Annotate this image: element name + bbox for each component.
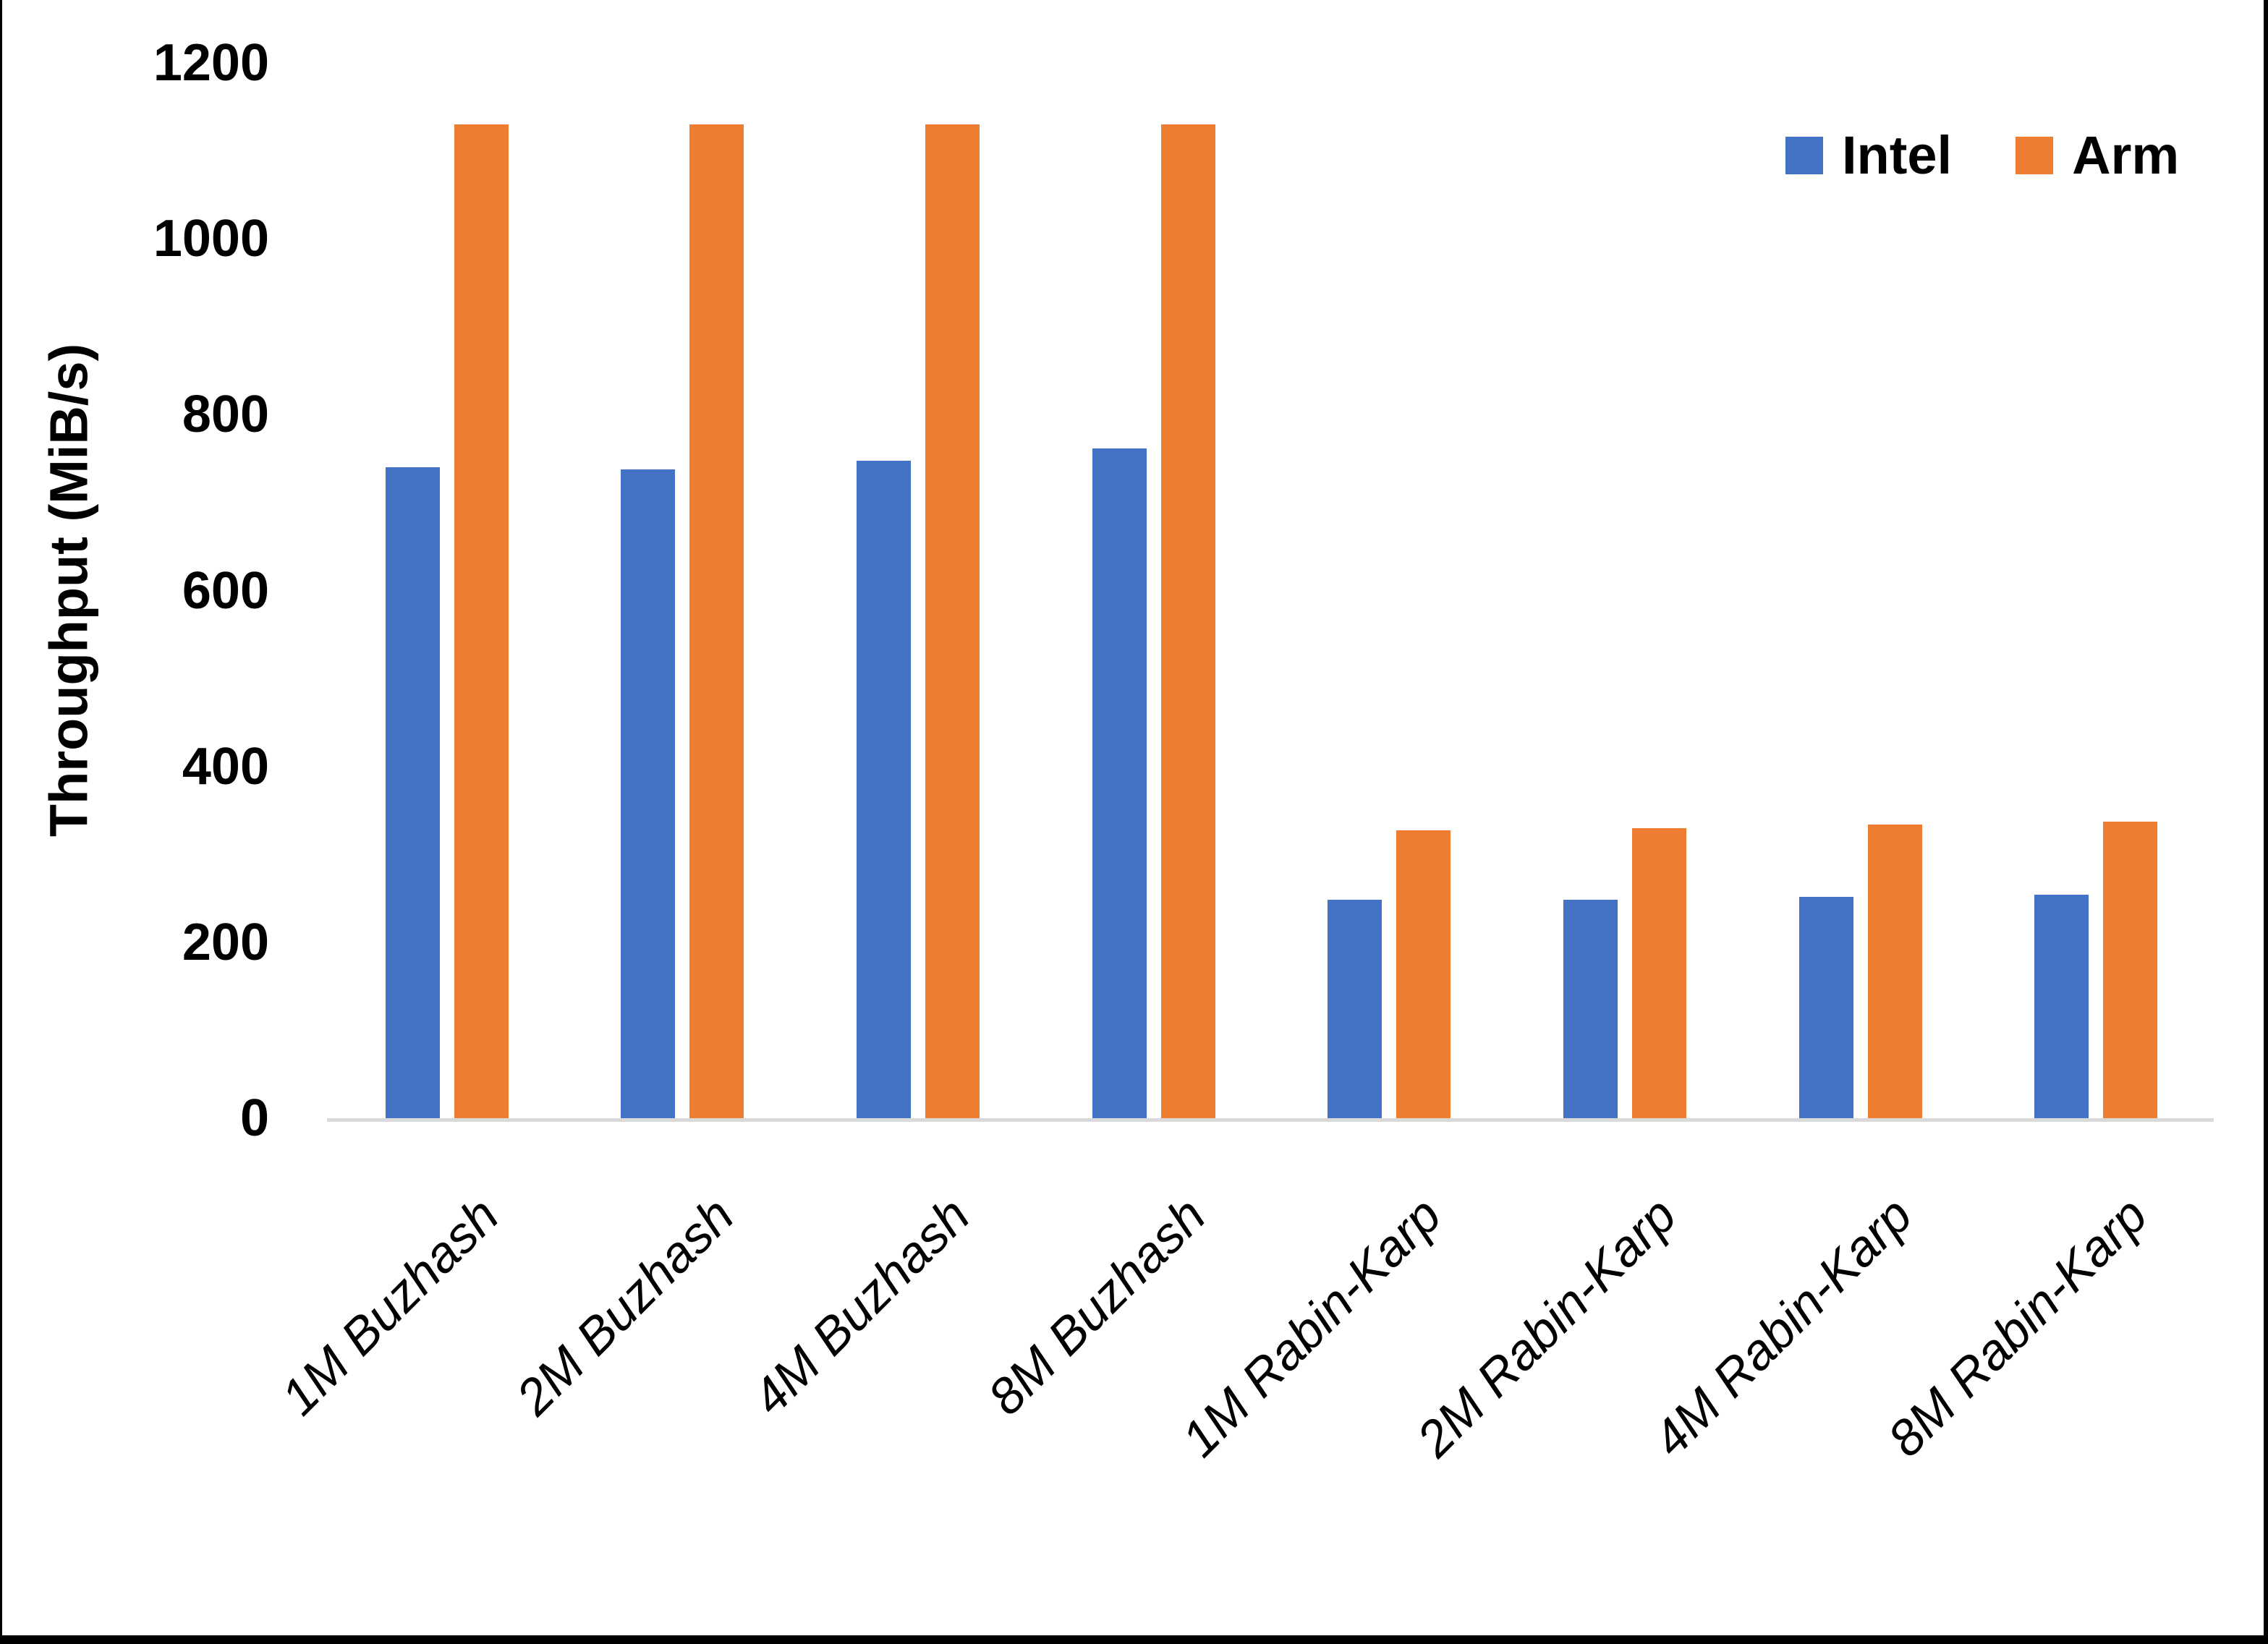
legend: Intel Arm <box>1785 129 2179 182</box>
bar-intel-1m-rabin-karp <box>1328 900 1383 1118</box>
legend-swatch-arm <box>2016 137 2054 174</box>
bottom-border <box>0 1635 2268 1644</box>
bar-arm-1m-buzhash <box>454 124 509 1118</box>
legend-item-intel: Intel <box>1785 129 1952 182</box>
y-tick-label-1200: 1200 <box>153 34 269 92</box>
x-category-label-8m-buzhash: 8M Buzhash <box>977 1186 1216 1426</box>
bar-arm-4m-rabin-karp <box>1867 824 1922 1118</box>
bar-arm-4m-buzhash <box>925 124 980 1118</box>
x-category-label-2m-buzhash: 2M Buzhash <box>506 1186 745 1426</box>
bar-arm-8m-rabin-karp <box>2103 822 2158 1118</box>
y-tick-label-400: 400 <box>182 737 269 796</box>
y-tick-label-0: 0 <box>239 1089 269 1147</box>
bar-arm-2m-rabin-karp <box>1631 827 1686 1118</box>
bar-intel-4m-rabin-karp <box>1798 896 1853 1118</box>
right-border <box>2264 0 2268 1644</box>
legend-label-intel: Intel <box>1842 125 1953 185</box>
y-tick-label-1000: 1000 <box>153 210 269 268</box>
bar-intel-2m-rabin-karp <box>1563 900 1618 1118</box>
bar-intel-2m-buzhash <box>621 469 676 1118</box>
bar-arm-8m-buzhash <box>1160 124 1215 1118</box>
bar-arm-2m-buzhash <box>689 124 744 1118</box>
legend-label-arm: Arm <box>2072 125 2180 185</box>
x-category-label-1m-buzhash: 1M Buzhash <box>270 1186 509 1426</box>
x-category-label-4m-buzhash: 4M Buzhash <box>741 1186 980 1426</box>
legend-swatch-intel <box>1785 137 1823 174</box>
bar-intel-4m-buzhash <box>857 460 912 1118</box>
x-axis-line <box>327 1118 2214 1122</box>
bar-intel-1m-buzhash <box>385 467 440 1118</box>
bar-arm-1m-rabin-karp <box>1396 830 1451 1118</box>
bar-intel-8m-buzhash <box>1092 448 1147 1118</box>
y-tick-label-600: 600 <box>182 561 269 620</box>
y-tick-label-200: 200 <box>182 913 269 971</box>
legend-item-arm: Arm <box>2016 129 2179 182</box>
bar-intel-8m-rabin-karp <box>2034 895 2089 1118</box>
y-tick-label-800: 800 <box>182 386 269 444</box>
left-border <box>0 0 2 1644</box>
